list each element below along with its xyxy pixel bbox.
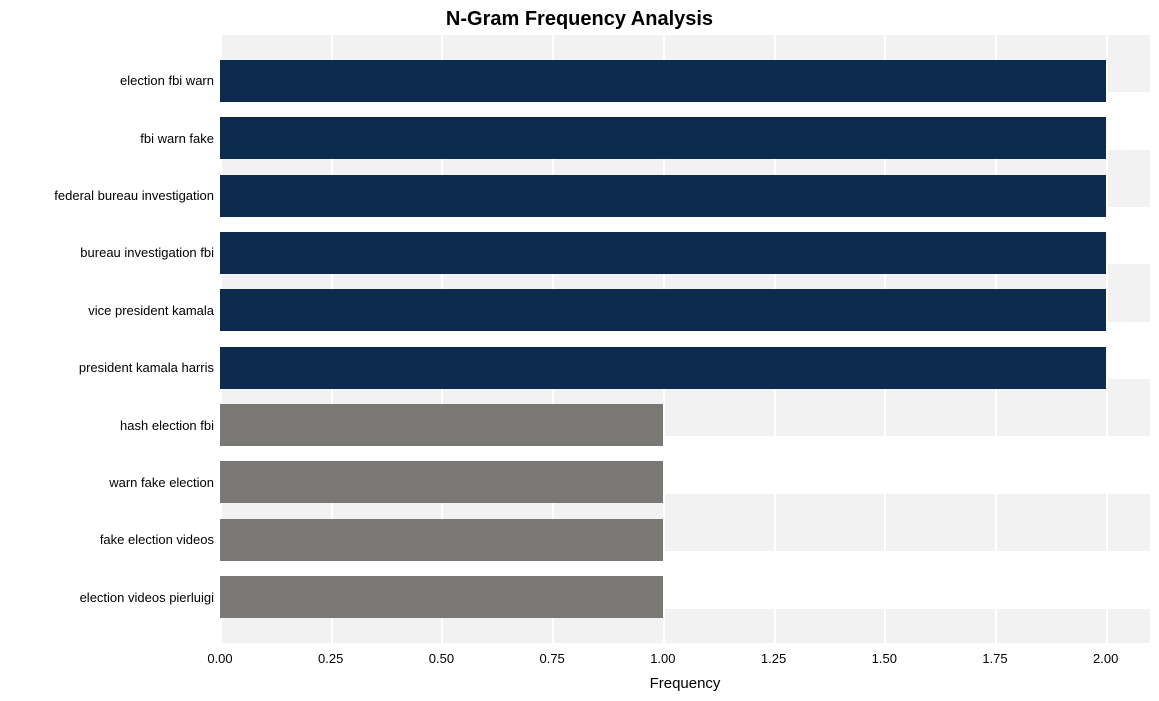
bar xyxy=(220,60,1106,102)
x-tick-label: 1.75 xyxy=(982,651,1007,666)
bar xyxy=(220,117,1106,159)
y-tick-label: election videos pierluigi xyxy=(80,590,214,605)
y-tick-label: fake election videos xyxy=(100,532,214,547)
bar xyxy=(220,347,1106,389)
x-tick-label: 0.50 xyxy=(429,651,454,666)
y-tick-label: hash election fbi xyxy=(120,418,214,433)
y-tick-label: election fbi warn xyxy=(120,73,214,88)
y-tick-label: president kamala harris xyxy=(79,360,214,375)
y-tick-label: fbi warn fake xyxy=(140,131,214,146)
x-tick-label: 1.25 xyxy=(761,651,786,666)
bar xyxy=(220,576,663,618)
bar xyxy=(220,461,663,503)
x-tick-label: 0.25 xyxy=(318,651,343,666)
chart-container: N-Gram Frequency Analysis Frequency elec… xyxy=(0,0,1159,701)
y-tick-label: vice president kamala xyxy=(88,303,214,318)
x-axis-title: Frequency xyxy=(650,675,721,692)
x-tick-label: 1.50 xyxy=(872,651,897,666)
x-tick-label: 1.00 xyxy=(650,651,675,666)
y-tick-label: bureau investigation fbi xyxy=(80,245,214,260)
x-tick-label: 0.00 xyxy=(207,651,232,666)
x-tick-label: 2.00 xyxy=(1093,651,1118,666)
plot-area xyxy=(220,35,1150,643)
bar xyxy=(220,519,663,561)
y-tick-label: warn fake election xyxy=(109,475,214,490)
bar xyxy=(220,175,1106,217)
x-tick-label: 0.75 xyxy=(539,651,564,666)
chart-title: N-Gram Frequency Analysis xyxy=(0,8,1159,31)
gridline xyxy=(1106,35,1108,643)
bar xyxy=(220,289,1106,331)
bar xyxy=(220,404,663,446)
y-tick-label: federal bureau investigation xyxy=(54,188,214,203)
bar xyxy=(220,232,1106,274)
